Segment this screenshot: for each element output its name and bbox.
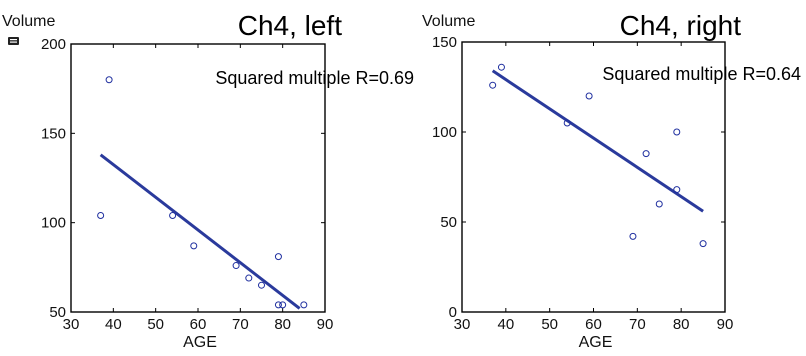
data-point [274, 301, 282, 309]
regression-line [99, 153, 301, 310]
data-point [673, 128, 681, 136]
x-tick-label: 60 [190, 316, 207, 333]
x-tick-label: 40 [497, 316, 514, 333]
data-point [190, 242, 198, 250]
x-tick-label: 80 [673, 316, 690, 333]
data-point [497, 63, 505, 71]
r-squared-annotation: Squared multiple R=0.69 [215, 68, 414, 88]
data-point [258, 281, 265, 289]
y-tick-label: 200 [41, 36, 66, 53]
x-tick-label: 50 [147, 316, 164, 333]
data-point [585, 92, 593, 100]
r-squared-annotation: Squared multiple R=0.64 [602, 64, 801, 84]
regression-line [491, 69, 704, 213]
y-tick-label: 0 [449, 304, 457, 321]
x-tick-label: 30 [63, 316, 80, 333]
data-point [169, 212, 177, 220]
y-tick-label: 50 [440, 214, 457, 231]
x-tick-label: 90 [717, 316, 734, 333]
data-point [699, 240, 707, 248]
data-point [232, 262, 240, 270]
y-tick-label: 50 [49, 304, 66, 321]
x-tick-label: 60 [585, 316, 602, 333]
chart-title: Ch4, left [238, 10, 342, 41]
data-point [489, 81, 497, 89]
data-point [655, 200, 663, 208]
x-tick-label: 40 [105, 316, 122, 333]
y-tick-label: 100 [41, 215, 66, 232]
x-tick-label: 70 [629, 316, 646, 333]
data-point [105, 76, 113, 84]
data-point [279, 301, 287, 309]
x-axis-label: AGE [183, 334, 217, 351]
chart-panel-left: 30 40 50 60 70 80 90 50 100 150 200 AGE Volume Ch4, l… [2, 10, 414, 351]
chart-panel-right: 30 40 50 60 70 80 90 0 50 100 150 AGE Volume Ch4, rig… [422, 10, 801, 351]
data-point [563, 119, 571, 127]
y-tick-label: 100 [432, 124, 457, 141]
x-tick-label: 90 [317, 316, 334, 333]
y-axis-label: Volume [422, 13, 475, 30]
x-tick-label: 80 [274, 316, 291, 333]
data-point [245, 274, 253, 282]
y-tick-label: 150 [41, 125, 66, 142]
data-point [629, 232, 637, 240]
data-point [673, 186, 681, 194]
y-axis-label: Volume [2, 13, 55, 30]
data-point [642, 150, 650, 158]
chart-title: Ch4, right [620, 10, 742, 41]
x-axis-label: AGE [579, 334, 613, 351]
x-tick-label: 30 [454, 316, 471, 333]
data-point [274, 253, 282, 261]
data-point [97, 212, 105, 220]
data-point [300, 301, 308, 309]
x-tick-label: 70 [232, 316, 249, 333]
y-tick-label: 150 [432, 34, 457, 51]
x-tick-label: 50 [541, 316, 558, 333]
menu-icon[interactable] [8, 37, 19, 45]
